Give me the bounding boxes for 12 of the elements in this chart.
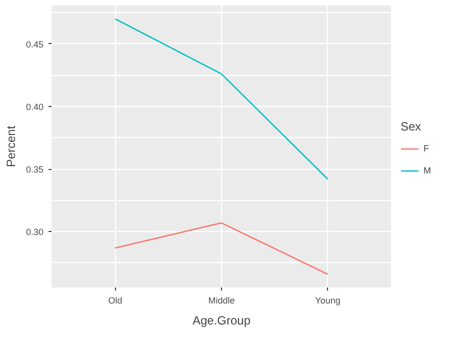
x-tick-label: Middle (208, 296, 235, 306)
y-tick-label: 0.45 (26, 39, 44, 50)
x-axis-title: Age.Group (192, 314, 251, 328)
y-tick-label: 0.35 (26, 164, 44, 175)
x-tick-label: Old (108, 296, 122, 306)
legend-title: Sex (400, 120, 422, 134)
legend-label: F (424, 144, 430, 154)
x-tick-label: Young (315, 296, 340, 306)
y-tick-label: 0.40 (26, 102, 44, 112)
legend-label: M (424, 166, 432, 176)
y-tick-label: 0.30 (26, 227, 44, 238)
y-axis-title: Percent (4, 125, 18, 168)
